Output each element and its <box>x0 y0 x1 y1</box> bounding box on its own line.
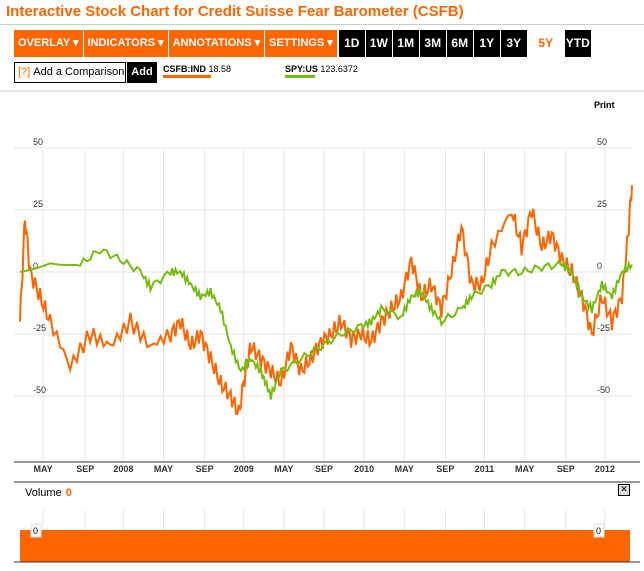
volume-title: Volume <box>25 487 62 499</box>
range-6m[interactable]: 6M <box>446 30 473 57</box>
x-tick-label: SEP <box>315 464 333 474</box>
legend-swatch <box>163 75 211 78</box>
y-tick-label-right: -50 <box>597 385 610 395</box>
comparison-placeholder: Add a Comparison <box>33 66 125 78</box>
help-icon[interactable]: [?] <box>18 66 31 78</box>
settings-menu[interactable]: SETTINGS ▾ <box>265 30 338 57</box>
series-line-csfbind <box>19 185 633 416</box>
x-tick-label: MAY <box>515 464 534 474</box>
divider <box>0 24 644 25</box>
add-comparison-button[interactable]: Add <box>127 62 157 83</box>
x-tick-label: 2010 <box>354 464 374 474</box>
legend-value: 18.58 <box>208 64 232 74</box>
range-1y[interactable]: 1Y <box>473 30 500 57</box>
legend-csfb: CSFB:IND 18.58 <box>163 64 231 78</box>
y-tick-label-right: -25 <box>597 323 610 333</box>
indicators-menu[interactable]: INDICATORS ▾ <box>83 30 169 57</box>
legend-value: 123.6372 <box>320 64 358 74</box>
x-tick-label: MAY <box>395 464 414 474</box>
price-chart[interactable]: MAY SEP 2008 MAY SEP 2009 MAY SEP 2010 MAY SEP 2011… <box>0 90 644 571</box>
toolbar: OVERLAY ▾ INDICATORS ▾ ANNOTATIONS ▾ SET… <box>14 30 591 57</box>
range-ytd[interactable]: YTD <box>564 30 591 57</box>
series-line-spyus <box>19 248 633 400</box>
legend-spy: SPY:US 123.6372 <box>285 64 358 78</box>
y-tick-label-left: 50 <box>33 137 43 147</box>
volume-label: Volume 0 <box>25 487 72 499</box>
x-tick-label: 2012 <box>595 464 615 474</box>
close-volume-icon[interactable]: ✕ <box>618 484 630 496</box>
x-tick-label: 2008 <box>113 464 133 474</box>
x-tick-label: SEP <box>557 464 575 474</box>
y-tick-label-right: 0 <box>597 261 602 271</box>
volume-axis-label-left: 0 <box>33 526 38 536</box>
range-1d[interactable]: 1D <box>338 30 365 57</box>
x-tick-label: 2011 <box>475 464 495 474</box>
annotations-menu[interactable]: ANNOTATIONS ▾ <box>168 30 266 57</box>
legend-symbol: CSFB:IND <box>163 64 206 74</box>
y-tick-label-left: -50 <box>33 385 46 395</box>
y-tick-label-left: 25 <box>33 199 43 209</box>
y-tick-label-left: 0 <box>33 261 38 271</box>
legend-symbol: SPY:US <box>285 64 318 74</box>
volume-bar <box>20 530 630 562</box>
legend-swatch <box>285 75 315 78</box>
range-3y[interactable]: 3Y <box>500 30 527 57</box>
x-tick-label: MAY <box>154 464 173 474</box>
y-tick-label-right: 50 <box>597 137 607 147</box>
x-tick-label: SEP <box>196 464 214 474</box>
y-tick-label-right: 25 <box>597 199 607 209</box>
print-button[interactable]: Print <box>594 100 615 110</box>
range-3m[interactable]: 3M <box>419 30 446 57</box>
x-tick-label: SEP <box>436 464 454 474</box>
overlay-menu[interactable]: OVERLAY ▾ <box>14 30 84 57</box>
x-tick-label: 2009 <box>234 464 254 474</box>
x-tick-label: MAY <box>274 464 293 474</box>
range-5y[interactable]: 5Y <box>527 30 564 57</box>
x-tick-label: SEP <box>76 464 94 474</box>
volume-value: 0 <box>65 487 72 499</box>
volume-axis-badge <box>593 523 605 538</box>
x-tick-label: MAY <box>33 464 52 474</box>
y-tick-label-left: -25 <box>33 323 46 333</box>
volume-axis-label-right: 0 <box>596 526 601 536</box>
range-1m[interactable]: 1M <box>392 30 419 57</box>
range-1w[interactable]: 1W <box>365 30 392 57</box>
page-title: Interactive Stock Chart for Credit Suiss… <box>6 3 464 20</box>
volume-axis-badge <box>30 523 42 538</box>
comparison-input[interactable]: [?] Add a Comparison <box>14 62 126 83</box>
